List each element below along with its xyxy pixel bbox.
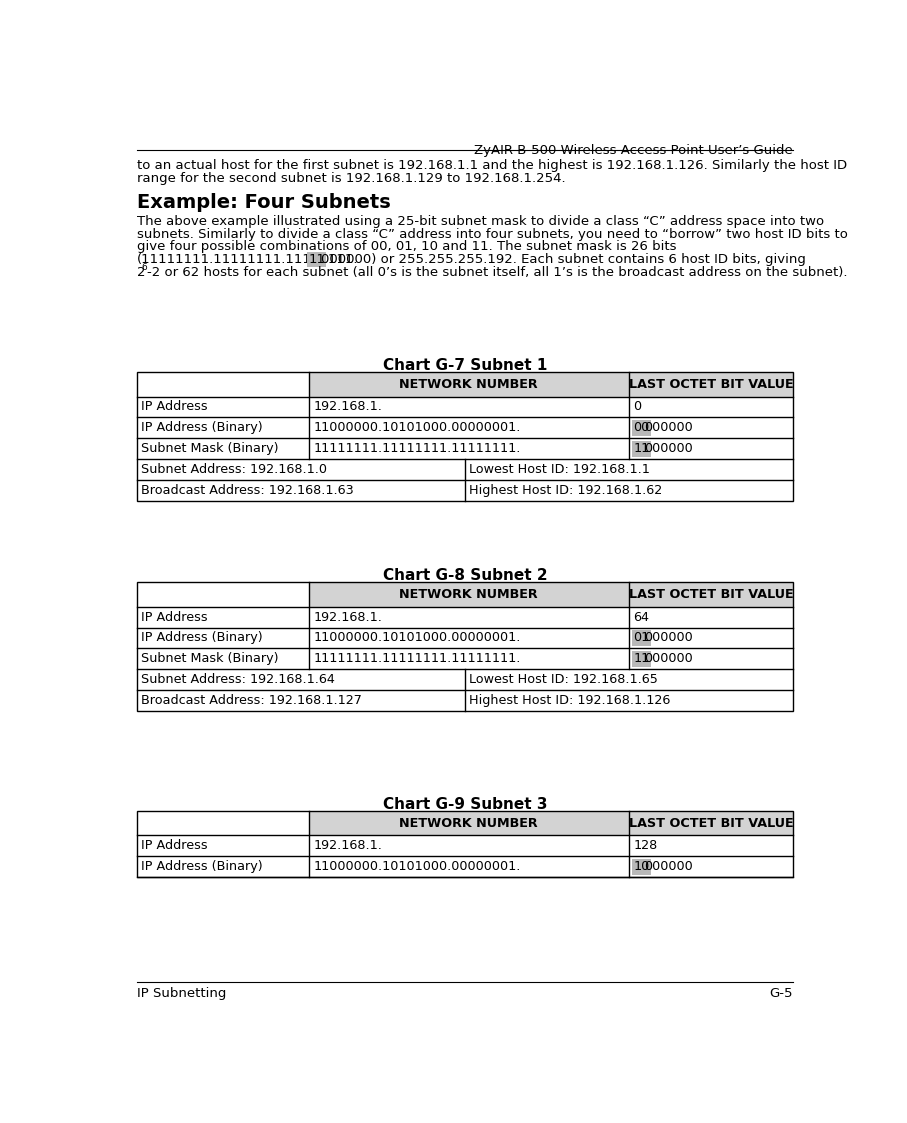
Bar: [137, 582, 793, 711]
Bar: [308, 811, 629, 836]
Text: 11: 11: [308, 253, 326, 266]
Text: subnets. Similarly to divide a class “C” address into four subnets, you need to : subnets. Similarly to divide a class “C”…: [137, 228, 847, 240]
Text: Lowest Host ID: 192.168.1.65: Lowest Host ID: 192.168.1.65: [470, 673, 658, 686]
Text: 00: 00: [634, 421, 649, 435]
Text: IP Address (Binary): IP Address (Binary): [141, 860, 263, 874]
Text: Broadcast Address: 192.168.1.63: Broadcast Address: 192.168.1.63: [141, 484, 354, 496]
Text: IP Address: IP Address: [141, 611, 208, 623]
Bar: [137, 811, 793, 877]
Text: IP Address: IP Address: [141, 401, 208, 413]
Text: 000000: 000000: [645, 652, 693, 665]
Text: 192.168.1.: 192.168.1.: [313, 401, 382, 413]
Text: ZyAIR B-500 Wireless Access Point User’s Guide: ZyAIR B-500 Wireless Access Point User’s…: [474, 144, 793, 157]
Text: LAST OCTET BIT VALUE: LAST OCTET BIT VALUE: [629, 816, 794, 830]
Text: LAST OCTET BIT VALUE: LAST OCTET BIT VALUE: [629, 377, 794, 391]
Text: 01: 01: [634, 631, 649, 645]
Text: 000000: 000000: [645, 442, 693, 455]
Text: 11: 11: [634, 652, 649, 665]
Text: 000000: 000000: [645, 860, 693, 874]
Text: 000000: 000000: [645, 631, 693, 645]
Text: Highest Host ID: 192.168.1.126: Highest Host ID: 192.168.1.126: [470, 694, 671, 706]
Text: IP Address (Binary): IP Address (Binary): [141, 631, 263, 645]
Text: IP Subnetting: IP Subnetting: [137, 987, 226, 1001]
Text: NETWORK NUMBER: NETWORK NUMBER: [399, 816, 538, 830]
Text: 192.168.1.: 192.168.1.: [313, 839, 382, 852]
Text: Example: Four Subnets: Example: Four Subnets: [137, 192, 390, 211]
Text: 64: 64: [634, 611, 649, 623]
Bar: [629, 811, 793, 836]
Bar: [629, 372, 793, 396]
Bar: [308, 582, 629, 606]
Text: 000000) or 255.255.255.192. Each subnet contains 6 host ID bits, giving: 000000) or 255.255.255.192. Each subnet …: [321, 253, 806, 266]
Text: 10: 10: [634, 860, 649, 874]
Text: 11000000.10101000.00000001.: 11000000.10101000.00000001.: [313, 860, 521, 874]
Bar: [137, 372, 793, 501]
Text: to an actual host for the first subnet is 192.168.1.1 and the highest is 192.168: to an actual host for the first subnet i…: [137, 159, 847, 173]
Text: 11111111.11111111.11111111.: 11111111.11111111.11111111.: [313, 442, 521, 455]
Text: Chart G-8 Subnet 2: Chart G-8 Subnet 2: [383, 568, 547, 583]
Bar: [629, 582, 793, 606]
Text: 11000000.10101000.00000001.: 11000000.10101000.00000001.: [313, 421, 521, 435]
Text: 128: 128: [634, 839, 658, 852]
Text: Chart G-9 Subnet 3: Chart G-9 Subnet 3: [383, 797, 547, 812]
Text: Subnet Address: 192.168.1.0: Subnet Address: 192.168.1.0: [141, 463, 327, 476]
Text: 11000000.10101000.00000001.: 11000000.10101000.00000001.: [313, 631, 521, 645]
Text: 11: 11: [634, 442, 649, 455]
Text: NETWORK NUMBER: NETWORK NUMBER: [399, 588, 538, 601]
Text: -2 or 62 hosts for each subnet (all 0’s is the subnet itself, all 1’s is the bro: -2 or 62 hosts for each subnet (all 0’s …: [147, 266, 847, 279]
Text: LAST OCTET BIT VALUE: LAST OCTET BIT VALUE: [629, 588, 794, 601]
Text: IP Address: IP Address: [141, 839, 208, 852]
Text: 000000: 000000: [645, 421, 693, 435]
Text: 11111111.11111111.11111111.: 11111111.11111111.11111111.: [313, 652, 521, 665]
Text: G-5: G-5: [769, 987, 793, 1001]
Text: Highest Host ID: 192.168.1.62: Highest Host ID: 192.168.1.62: [470, 484, 663, 496]
Text: 0: 0: [634, 401, 642, 413]
Text: Subnet Mask (Binary): Subnet Mask (Binary): [141, 442, 278, 455]
Text: give four possible combinations of 00, 01, 10 and 11. The subnet mask is 26 bits: give four possible combinations of 00, 0…: [137, 240, 676, 254]
Text: range for the second subnet is 192.168.1.129 to 192.168.1.254.: range for the second subnet is 192.168.1…: [137, 172, 565, 185]
Text: Broadcast Address: 192.168.1.127: Broadcast Address: 192.168.1.127: [141, 694, 362, 706]
Text: (11111111.11111111.11111111.: (11111111.11111111.11111111.: [137, 253, 358, 266]
Bar: [308, 372, 629, 396]
Text: Lowest Host ID: 192.168.1.1: Lowest Host ID: 192.168.1.1: [470, 463, 650, 476]
Text: 6: 6: [141, 263, 148, 272]
Text: The above example illustrated using a 25-bit subnet mask to divide a class “C” a: The above example illustrated using a 25…: [137, 214, 824, 228]
Text: Subnet Address: 192.168.1.64: Subnet Address: 192.168.1.64: [141, 673, 336, 686]
Text: IP Address (Binary): IP Address (Binary): [141, 421, 263, 435]
Text: 192.168.1.: 192.168.1.: [313, 611, 382, 623]
Text: NETWORK NUMBER: NETWORK NUMBER: [399, 377, 538, 391]
Text: 2: 2: [137, 266, 145, 279]
Text: Subnet Mask (Binary): Subnet Mask (Binary): [141, 652, 278, 665]
Text: Chart G-7 Subnet 1: Chart G-7 Subnet 1: [383, 358, 547, 373]
